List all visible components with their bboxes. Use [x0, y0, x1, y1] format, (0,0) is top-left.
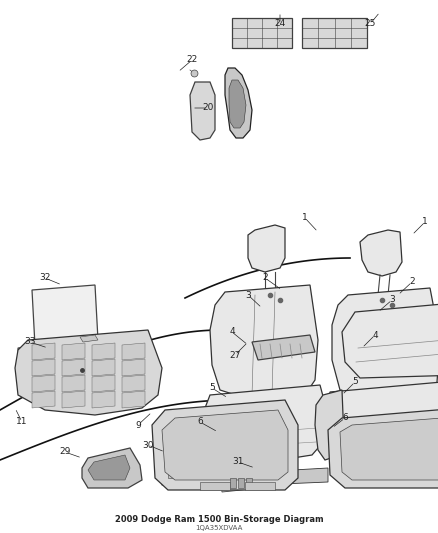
- Text: 3: 3: [389, 295, 395, 304]
- Polygon shape: [229, 80, 246, 128]
- Polygon shape: [62, 343, 85, 360]
- Polygon shape: [122, 391, 145, 408]
- Polygon shape: [88, 455, 130, 480]
- Text: 31: 31: [232, 457, 244, 466]
- Polygon shape: [328, 382, 438, 462]
- Bar: [245, 482, 275, 490]
- Polygon shape: [15, 330, 162, 415]
- Polygon shape: [122, 343, 145, 360]
- Polygon shape: [360, 230, 402, 276]
- Text: 30: 30: [142, 440, 154, 449]
- Polygon shape: [258, 468, 328, 485]
- Text: 25: 25: [364, 20, 376, 28]
- Bar: [232, 18, 292, 48]
- Polygon shape: [32, 391, 55, 408]
- Polygon shape: [328, 408, 438, 488]
- Text: 24: 24: [274, 20, 286, 28]
- Text: 2: 2: [262, 273, 268, 282]
- Bar: [230, 478, 236, 488]
- Bar: [196, 460, 206, 478]
- Polygon shape: [32, 375, 55, 392]
- Polygon shape: [248, 225, 285, 272]
- Polygon shape: [92, 359, 115, 376]
- Polygon shape: [340, 417, 438, 480]
- Polygon shape: [162, 410, 288, 480]
- Polygon shape: [32, 343, 55, 360]
- Polygon shape: [92, 375, 115, 392]
- Text: 4: 4: [229, 327, 235, 336]
- Text: 29: 29: [59, 448, 71, 456]
- Text: 3: 3: [245, 290, 251, 300]
- Bar: [302, 18, 367, 48]
- Polygon shape: [190, 82, 215, 140]
- Polygon shape: [122, 375, 145, 392]
- Text: 32: 32: [39, 273, 51, 282]
- Text: 1: 1: [422, 217, 428, 227]
- Polygon shape: [315, 390, 344, 460]
- Polygon shape: [205, 385, 328, 460]
- Bar: [238, 478, 244, 488]
- Polygon shape: [18, 342, 100, 378]
- Polygon shape: [62, 375, 85, 392]
- Text: 5: 5: [352, 377, 358, 386]
- Text: 9: 9: [135, 421, 141, 430]
- Polygon shape: [62, 359, 85, 376]
- Text: 2009 Dodge Ram 1500 Bin-Storage Diagram: 2009 Dodge Ram 1500 Bin-Storage Diagram: [115, 515, 323, 524]
- Polygon shape: [225, 68, 252, 138]
- Text: 27: 27: [230, 351, 241, 359]
- Polygon shape: [122, 359, 145, 376]
- Polygon shape: [32, 359, 55, 376]
- Polygon shape: [92, 343, 115, 360]
- Polygon shape: [80, 335, 98, 342]
- Polygon shape: [160, 450, 220, 485]
- Bar: [200, 482, 230, 490]
- Bar: [168, 460, 178, 478]
- Text: 1QA35XDVAA: 1QA35XDVAA: [195, 525, 243, 531]
- Polygon shape: [32, 285, 98, 346]
- Text: 33: 33: [24, 337, 36, 346]
- Polygon shape: [62, 391, 85, 408]
- Bar: [246, 478, 252, 488]
- Text: 6: 6: [342, 414, 348, 423]
- Text: 6: 6: [197, 417, 203, 426]
- Text: 5: 5: [209, 384, 215, 392]
- Text: 4: 4: [372, 330, 378, 340]
- Text: 2: 2: [409, 278, 415, 287]
- Bar: [182, 460, 192, 478]
- Polygon shape: [342, 302, 438, 378]
- Text: 1: 1: [302, 214, 308, 222]
- Polygon shape: [332, 288, 438, 403]
- Polygon shape: [82, 448, 142, 488]
- Polygon shape: [220, 472, 262, 492]
- Polygon shape: [210, 285, 318, 400]
- Text: 20: 20: [202, 103, 214, 112]
- Polygon shape: [252, 335, 315, 360]
- Text: 11: 11: [16, 417, 28, 426]
- Polygon shape: [152, 400, 298, 490]
- Polygon shape: [92, 391, 115, 408]
- Text: 22: 22: [187, 55, 198, 64]
